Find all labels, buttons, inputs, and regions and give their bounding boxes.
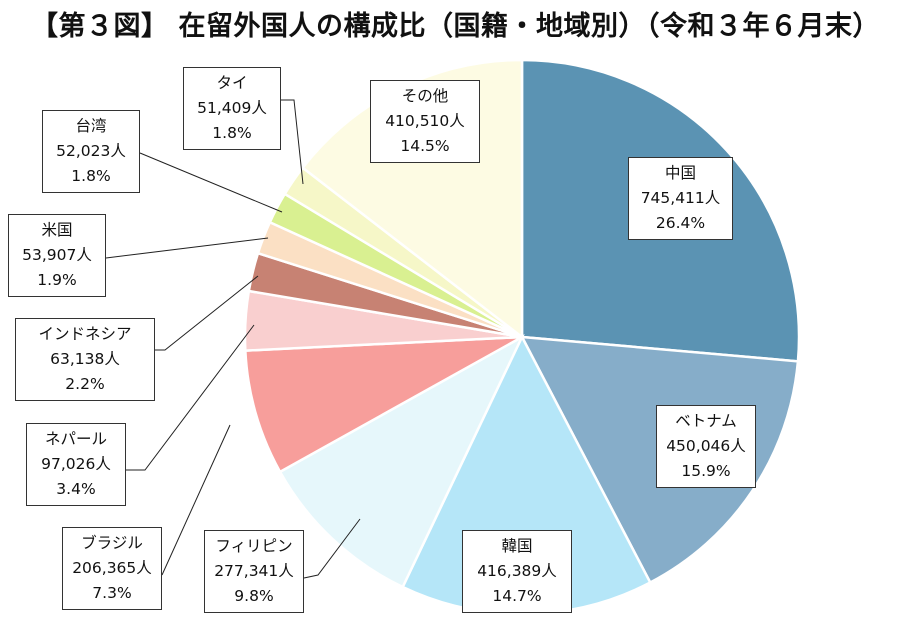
chart-title: 【第３図】 在留外国人の構成比（国籍・地域別）（令和３年６月末）: [31, 11, 880, 42]
data-label-name: フィリピン: [215, 537, 293, 555]
data-label-percent: 14.5%: [400, 137, 450, 155]
data-label-4: フィリピン 277,341人 9.8%: [204, 530, 304, 613]
data-label-value-label: 277,341人: [214, 562, 294, 580]
data-label-name: ブラジル: [81, 534, 143, 552]
data-label-3: 韓国 416,389人 14.7%: [462, 530, 572, 613]
data-label-value-label: 410,510人: [385, 112, 465, 130]
data-label-percent: 1.8%: [71, 167, 111, 185]
leader-line-9: [139, 152, 283, 213]
data-label-11: その他 410,510人 14.5%: [370, 80, 480, 163]
leader-line-10: [281, 99, 304, 185]
data-label-7: インドネシア 63,138人 2.2%: [15, 318, 155, 401]
data-label-9: 台湾 52,023人 1.8%: [42, 110, 140, 193]
data-label-value-label: 63,138人: [50, 350, 120, 368]
data-label-value-label: 450,046人: [666, 437, 746, 455]
leader-line-4: [303, 518, 361, 579]
data-label-value-label: 97,026人: [41, 455, 111, 473]
data-label-name: インドネシア: [38, 325, 132, 343]
data-label-name: タイ: [216, 74, 248, 92]
data-label-name: 米国: [41, 221, 73, 239]
data-label-5: ブラジル 206,365人 7.3%: [62, 527, 162, 610]
data-label-percent: 9.8%: [234, 587, 274, 605]
data-label-name: 台湾: [75, 117, 107, 135]
data-label-name: ベトナム: [675, 412, 737, 430]
data-label-name: その他: [401, 87, 449, 105]
data-label-percent: 3.4%: [56, 480, 96, 498]
data-label-name: 中国: [664, 164, 696, 182]
data-label-8: 米国 53,907人 1.9%: [8, 214, 106, 297]
data-label-value-label: 745,411人: [640, 189, 721, 207]
data-label-value-label: 53,907人: [22, 246, 92, 264]
data-label-percent: 7.3%: [92, 584, 132, 602]
data-label-name: ネパール: [44, 430, 107, 448]
pie-slice-5: [244, 335, 523, 474]
data-label-1: 中国 745,411人 26.4%: [628, 157, 733, 240]
data-label-value-label: 52,023人: [56, 142, 126, 160]
data-label-percent: 26.4%: [655, 214, 706, 232]
leader-line-6: [126, 324, 255, 471]
data-label-percent: 15.9%: [681, 462, 731, 480]
leader-line-5: [161, 424, 231, 576]
leader-line-7: [155, 275, 259, 351]
data-label-2: ベトナム 450,046人 15.9%: [656, 405, 756, 488]
leader-line-8: [105, 237, 269, 259]
data-label-percent: 2.2%: [65, 375, 105, 393]
data-label-10: タイ 51,409人 1.8%: [183, 67, 281, 150]
data-label-percent: 14.7%: [492, 587, 542, 605]
data-label-value-label: 416,389人: [477, 562, 557, 580]
data-label-percent: 1.9%: [37, 271, 77, 289]
data-label-percent: 1.8%: [212, 124, 252, 142]
data-label-value-label: 51,409人: [197, 99, 267, 117]
pie-slice-4: [278, 333, 525, 589]
data-label-name: 韓国: [501, 537, 533, 555]
data-label-6: ネパール 97,026人 3.4%: [26, 423, 126, 506]
data-label-value-label: 206,365人: [72, 559, 152, 577]
